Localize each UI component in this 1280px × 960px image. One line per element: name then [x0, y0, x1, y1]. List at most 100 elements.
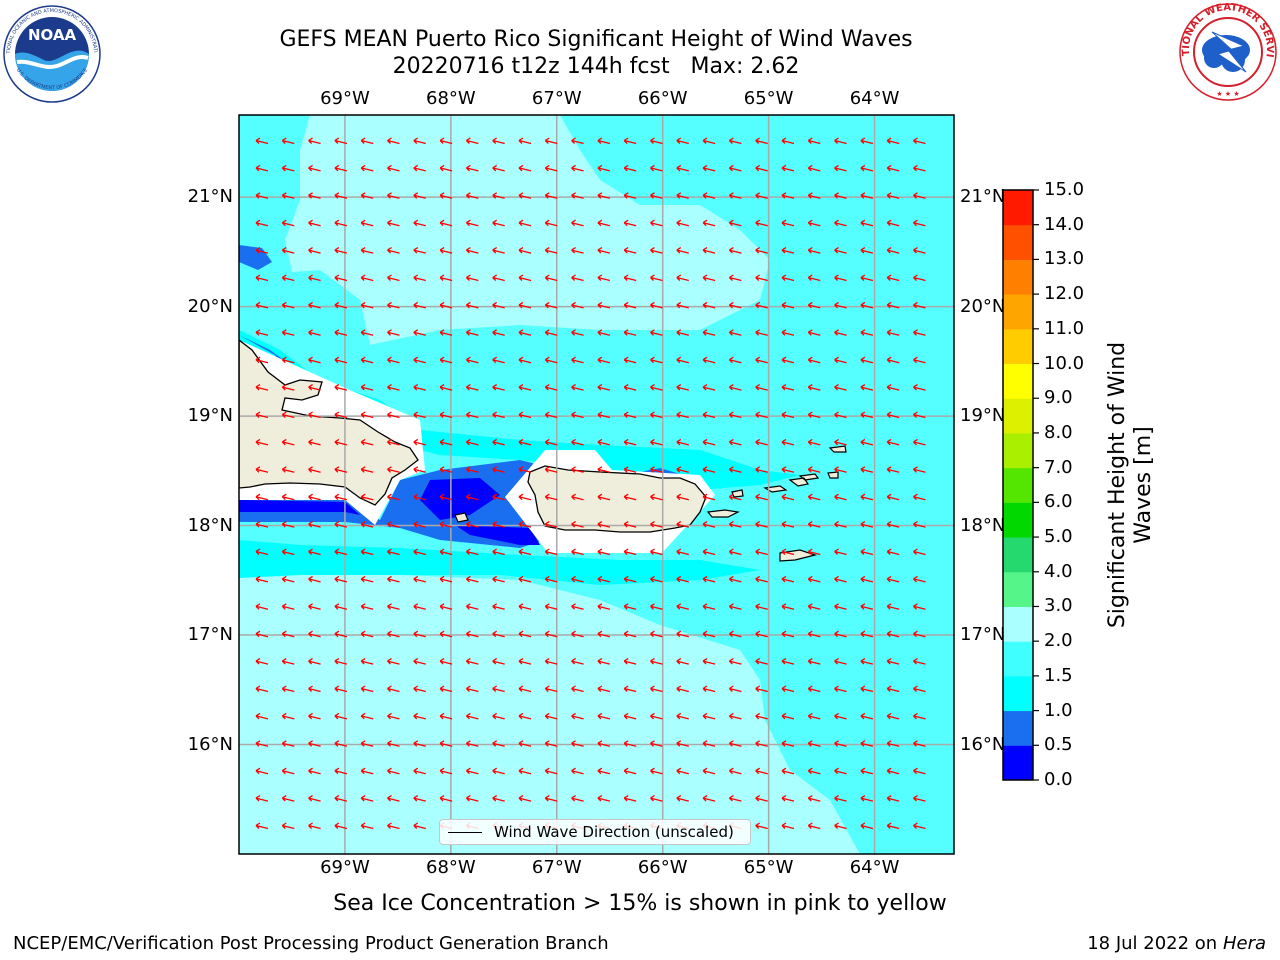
wave-direction-arrow	[886, 740, 900, 747]
wave-direction-arrow	[308, 822, 321, 830]
wave-direction-arrow	[623, 685, 637, 693]
wave-direction-arrow	[807, 493, 821, 501]
wave-direction-arrow	[308, 795, 321, 802]
wave-direction-arrow	[623, 712, 637, 720]
wave-direction-arrow	[781, 795, 795, 802]
wave-direction-arrow	[387, 493, 400, 501]
wave-direction-arrow	[544, 247, 558, 254]
wave-direction-arrow	[255, 438, 269, 446]
footer-date: 18 Jul 2022 on Hera	[1087, 933, 1266, 954]
wave-direction-arrow	[255, 548, 269, 556]
wave-direction-arrow	[755, 137, 768, 145]
wave-direction-arrow	[860, 164, 874, 172]
wave-direction-arrow	[387, 630, 400, 638]
wave-direction-arrow	[755, 192, 768, 199]
colorbar-segment	[1003, 745, 1033, 781]
wave-field-1m-nw	[239, 245, 272, 270]
wave-direction-arrow	[544, 658, 558, 665]
wave-direction-arrow	[860, 548, 874, 556]
wave-direction-arrow	[281, 438, 295, 446]
wave-direction-arrow	[255, 712, 269, 720]
wave-direction-arrow	[255, 822, 269, 830]
wave-direction-arrow	[492, 411, 505, 419]
wave-direction-arrow	[807, 822, 821, 830]
wave-direction-arrow	[334, 740, 348, 747]
wave-direction-arrow	[439, 795, 453, 802]
wave-direction-arrow	[913, 795, 926, 802]
wave-direction-arrow	[676, 192, 689, 199]
wave-direction-arrow	[650, 493, 663, 501]
wave-direction-arrow	[807, 329, 821, 336]
legend: Wind Wave Direction (unscaled)	[439, 819, 751, 845]
wave-direction-arrow	[387, 192, 400, 199]
wave-direction-arrow	[571, 384, 584, 391]
wave-direction-arrow	[334, 493, 348, 501]
wave-direction-arrow	[676, 575, 689, 583]
colorbar-segment	[1003, 606, 1033, 642]
wave-direction-arrow	[755, 411, 768, 419]
wave-direction-arrow	[781, 164, 795, 172]
colorbar-tick-label: 12.0	[1044, 283, 1085, 305]
wave-direction-arrow	[597, 658, 611, 665]
wave-direction-arrow	[728, 466, 742, 473]
colorbar-segment	[1003, 432, 1033, 469]
wave-direction-arrow	[571, 411, 584, 419]
wave-direction-arrow	[334, 164, 348, 172]
wave-direction-arrow	[492, 384, 505, 391]
wave-direction-arrow	[334, 247, 348, 254]
puerto-rico-land	[527, 465, 707, 533]
wave-direction-arrow	[834, 301, 847, 309]
wave-direction-arrow	[281, 712, 295, 720]
wave-direction-arrow	[334, 384, 348, 391]
wave-direction-arrow	[913, 274, 926, 282]
wave-direction-arrow	[807, 630, 821, 638]
wave-direction-arrow	[492, 137, 505, 145]
wave-direction-arrow	[281, 329, 295, 336]
wave-direction-arrow	[465, 712, 479, 720]
wave-direction-arrow	[334, 411, 348, 419]
wave-direction-arrow	[834, 438, 847, 446]
wave-direction-arrow	[886, 493, 900, 501]
wave-direction-arrow	[702, 740, 716, 747]
wave-direction-arrow	[676, 219, 689, 227]
wave-direction-arrow	[886, 164, 900, 172]
wave-direction-arrow	[308, 164, 321, 172]
wave-field-base	[239, 115, 954, 854]
wave-direction-arrow	[728, 658, 742, 665]
wave-direction-arrow	[387, 466, 400, 473]
wave-direction-arrow	[465, 137, 479, 145]
wave-direction-arrow	[807, 274, 821, 282]
wave-direction-arrow	[413, 247, 426, 254]
wave-direction-arrow	[387, 712, 400, 720]
wave-direction-arrow	[465, 630, 479, 638]
wave-direction-arrow	[913, 548, 926, 556]
wave-direction-arrow	[860, 384, 874, 391]
wave-direction-arrow	[465, 438, 479, 446]
wave-direction-arrow	[413, 384, 426, 391]
wave-direction-arrow	[728, 521, 742, 528]
wave-direction-arrow	[387, 274, 400, 282]
wave-direction-arrow	[518, 685, 532, 693]
wave-direction-arrow	[413, 658, 426, 665]
wave-direction-arrow	[571, 301, 584, 309]
wave-direction-arrow	[334, 137, 348, 145]
wave-direction-arrow	[308, 548, 321, 556]
wave-direction-arrow	[518, 740, 532, 747]
wave-direction-arrow	[544, 192, 558, 199]
wave-direction-arrow	[886, 767, 900, 775]
colorbar	[1002, 189, 1039, 781]
wave-direction-arrow	[623, 274, 637, 282]
wave-direction-arrow	[886, 795, 900, 802]
wave-direction-arrow	[755, 767, 768, 775]
wave-direction-arrow	[650, 795, 663, 802]
wave-direction-arrow	[597, 575, 611, 583]
wave-direction-arrow	[413, 521, 426, 528]
wave-direction-arrow	[597, 137, 611, 145]
wave-direction-arrow	[860, 192, 874, 199]
wave-direction-arrow	[571, 521, 584, 528]
wave-direction-arrow	[571, 685, 584, 693]
wave-direction-arrow	[755, 274, 768, 282]
wave-direction-arrow	[886, 548, 900, 556]
wave-direction-arrow	[913, 575, 926, 583]
wave-direction-arrow	[781, 521, 795, 528]
